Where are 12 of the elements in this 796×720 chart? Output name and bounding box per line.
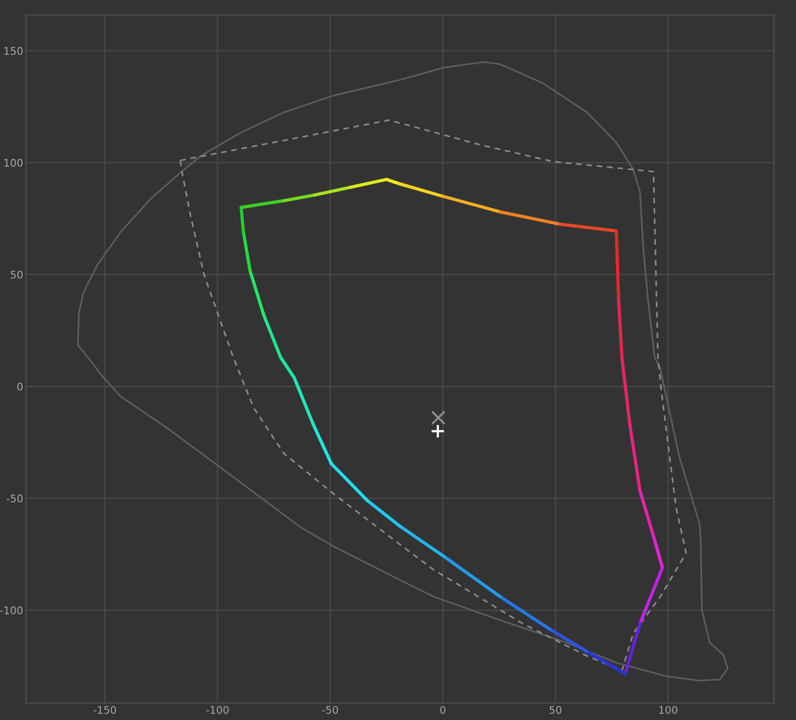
- x-tick-label: 50: [550, 706, 562, 714]
- x-tick-label: -150: [94, 706, 116, 714]
- y-tick-label: 100: [4, 158, 23, 167]
- x-tick-label: 100: [659, 706, 678, 714]
- y-tick-label: 150: [4, 47, 23, 55]
- y-tick-label: 0: [17, 382, 23, 391]
- y-tick-label: 50: [10, 270, 23, 279]
- y-tick-label: -100: [0, 606, 23, 614]
- y-tick-label: -50: [6, 494, 23, 502]
- x-tick-label: -100: [206, 706, 229, 714]
- x-tick-label: -50: [322, 706, 338, 714]
- x-tick-label: 0: [440, 706, 446, 714]
